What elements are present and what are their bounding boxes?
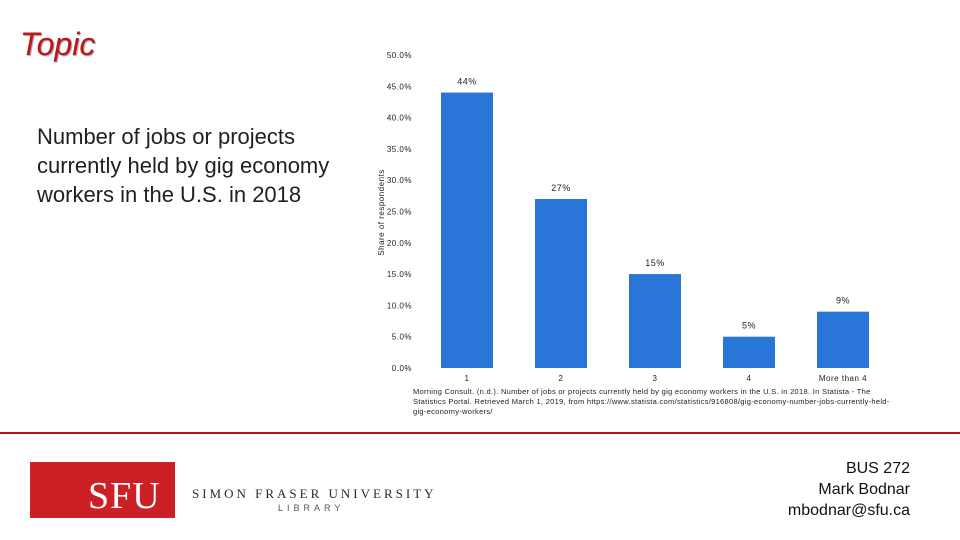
slide-topic: Topic xyxy=(20,26,96,62)
author-email[interactable]: mbodnar@sfu.ca xyxy=(787,502,910,519)
data-labels: 44% 27% 15% 5% 9% xyxy=(457,77,850,331)
data-label: 44% xyxy=(457,77,477,87)
data-label: 15% xyxy=(645,258,665,268)
y-tick-label: 40.0% xyxy=(387,114,412,123)
y-tick-label: 10.0% xyxy=(387,301,412,310)
author-name: Mark Bodnar xyxy=(818,481,910,498)
x-tick-label: 2 xyxy=(559,374,564,383)
x-axis-ticks: 1 2 3 4 More than 4 xyxy=(465,374,867,383)
y-tick-label: 50.0% xyxy=(387,51,412,60)
bar-chart: 0.0% 5.0% 10.0% 15.0% 20.0% 25.0% 30.0% 35.0% 40… xyxy=(377,51,869,383)
y-tick-label: 35.0% xyxy=(387,145,412,154)
sfu-logo-block xyxy=(30,462,175,518)
y-tick-label: 0.0% xyxy=(392,364,412,373)
bar xyxy=(629,274,681,368)
bar xyxy=(723,336,775,368)
bar xyxy=(441,92,493,368)
x-tick-label: 4 xyxy=(747,374,752,383)
y-tick-label: 30.0% xyxy=(387,176,412,185)
divider-line xyxy=(0,432,960,434)
course-code: BUS 272 xyxy=(845,460,910,477)
bar xyxy=(535,198,587,368)
y-axis-ticks: 0.0% 5.0% 10.0% 15.0% 20.0% 25.0% 30.0% 35.0% 40… xyxy=(387,51,412,373)
slide-title: Number of jobs or projects currently hel… xyxy=(37,124,330,207)
y-tick-label: 5.0% xyxy=(392,333,412,342)
x-tick-label: 1 xyxy=(465,374,470,383)
course-info: BUS 272 Mark Bodnar mbodnar@sfu.ca xyxy=(788,458,910,521)
y-tick-label: 45.0% xyxy=(387,82,412,91)
x-tick-label: More than 4 xyxy=(819,374,867,383)
y-tick-label: 20.0% xyxy=(387,239,412,248)
sfu-logo-mark: SFU xyxy=(88,475,161,517)
university-name: SIMON FRASER UNIVERSITY xyxy=(192,486,437,501)
data-label: 5% xyxy=(742,321,756,331)
bar xyxy=(817,311,869,368)
source-citation: Morning Consult. (n.d.). Number of jobs … xyxy=(413,387,890,416)
y-tick-label: 25.0% xyxy=(387,208,412,217)
y-tick-label: 15.0% xyxy=(387,270,412,279)
bars xyxy=(441,92,869,368)
data-label: 9% xyxy=(836,296,850,306)
y-axis-label: Share of respondents xyxy=(377,169,386,256)
library-label: LIBRARY xyxy=(278,503,345,513)
x-tick-label: 3 xyxy=(653,374,658,383)
data-label: 27% xyxy=(551,183,571,193)
